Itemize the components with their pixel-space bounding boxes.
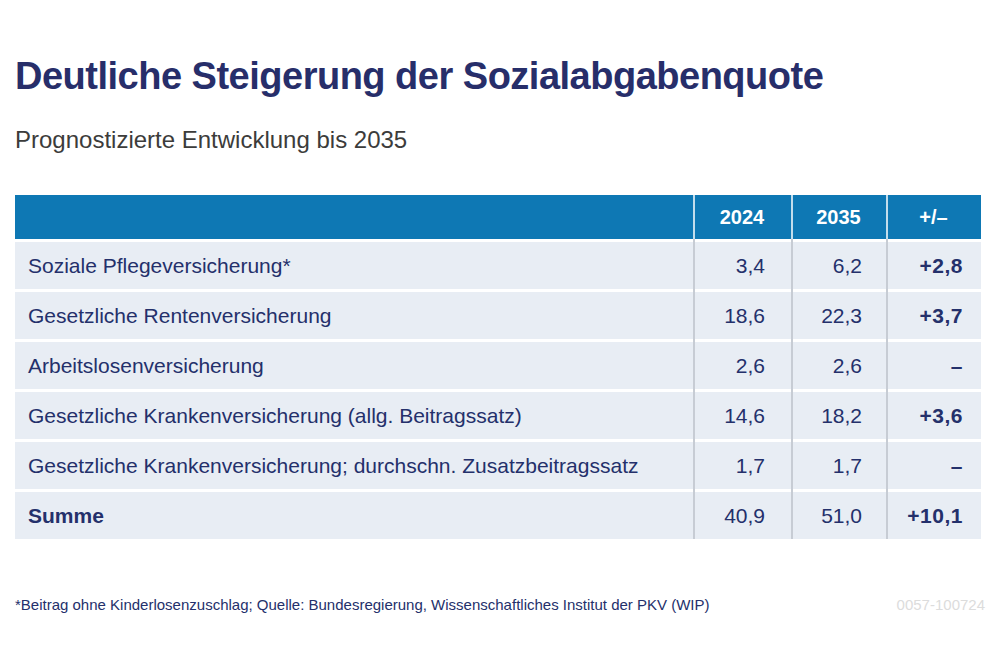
- value-delta: +2,8: [886, 254, 981, 278]
- table-row-total: Summe 40,9 51,0 +10,1: [15, 492, 981, 539]
- value-delta: +3,7: [886, 304, 981, 328]
- column-divider: [886, 195, 888, 239]
- data-table: 2024 2035 +/– Soziale Pflegeversicherung…: [15, 195, 981, 539]
- source-footnote: *Beitrag ohne Kinderlosenzuschlag; Quell…: [15, 596, 710, 613]
- table-row: Gesetzliche Rentenversicherung 18,6 22,3…: [15, 292, 981, 339]
- value-2035: 22,3: [791, 304, 886, 328]
- header-cell-delta: +/–: [886, 195, 981, 239]
- column-divider: [693, 239, 695, 539]
- value-2035: 6,2: [791, 254, 886, 278]
- header-cell-empty: [15, 195, 693, 239]
- row-label: Soziale Pflegeversicherung*: [15, 254, 693, 278]
- page-subtitle: Prognostizierte Entwicklung bis 2035: [15, 126, 407, 154]
- value-2024: 3,4: [693, 254, 791, 278]
- row-label: Gesetzliche Krankenversicherung (allg. B…: [15, 404, 693, 428]
- value-2035: 51,0: [791, 504, 886, 528]
- value-delta: –: [886, 454, 981, 478]
- value-delta: –: [886, 354, 981, 378]
- figure-code: 0057-100724: [897, 596, 985, 613]
- column-divider: [791, 195, 793, 239]
- row-label: Gesetzliche Rentenversicherung: [15, 304, 693, 328]
- column-divider: [886, 239, 888, 539]
- value-2035: 18,2: [791, 404, 886, 428]
- value-2035: 1,7: [791, 454, 886, 478]
- value-delta: +3,6: [886, 404, 981, 428]
- table-row: Arbeitslosenversicherung 2,6 2,6 –: [15, 342, 981, 389]
- table-row: Gesetzliche Krankenversicherung; durchsc…: [15, 442, 981, 489]
- table-row: Soziale Pflegeversicherung* 3,4 6,2 +2,8: [15, 242, 981, 289]
- table-row: Gesetzliche Krankenversicherung (allg. B…: [15, 392, 981, 439]
- column-divider: [693, 195, 695, 239]
- row-label: Gesetzliche Krankenversicherung; durchsc…: [15, 454, 693, 478]
- table-header-row: 2024 2035 +/–: [15, 195, 981, 239]
- header-cell-2035: 2035: [791, 195, 886, 239]
- row-label-total: Summe: [15, 504, 693, 528]
- value-2024: 1,7: [693, 454, 791, 478]
- value-2024: 2,6: [693, 354, 791, 378]
- column-divider: [791, 239, 793, 539]
- value-2035: 2,6: [791, 354, 886, 378]
- header-cell-2024: 2024: [693, 195, 791, 239]
- row-label: Arbeitslosenversicherung: [15, 354, 693, 378]
- value-2024: 40,9: [693, 504, 791, 528]
- value-2024: 14,6: [693, 404, 791, 428]
- value-2024: 18,6: [693, 304, 791, 328]
- value-delta: +10,1: [886, 504, 981, 528]
- page-title: Deutliche Steigerung der Sozialabgabenqu…: [15, 56, 985, 98]
- infographic-page: Deutliche Steigerung der Sozialabgabenqu…: [0, 0, 1000, 666]
